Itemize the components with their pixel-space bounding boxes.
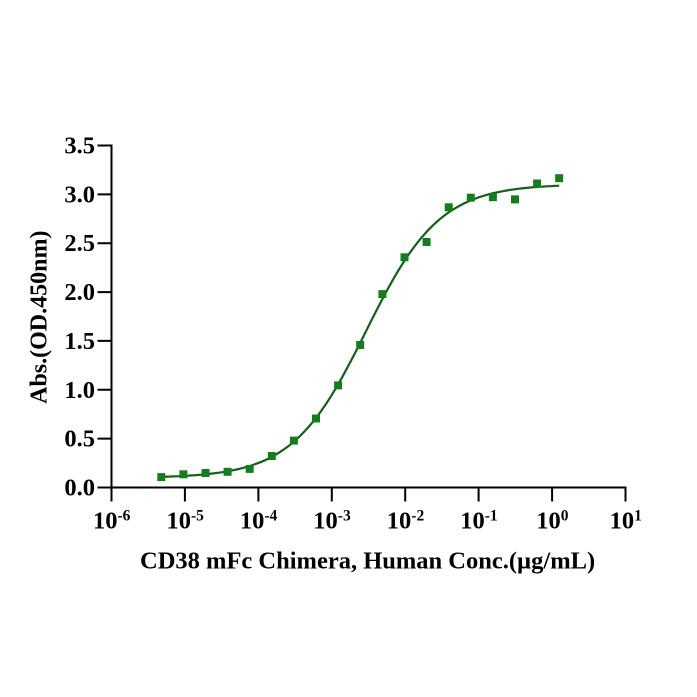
svg-text:10-6: 10-6: [93, 508, 131, 535]
svg-text:2.0: 2.0: [64, 279, 95, 306]
svg-text:3.0: 3.0: [64, 181, 95, 208]
svg-text:0.0: 0.0: [64, 475, 95, 502]
svg-text:101: 101: [610, 508, 642, 535]
svg-text:100: 100: [536, 508, 569, 535]
svg-text:10-5: 10-5: [167, 508, 205, 535]
svg-text:1.5: 1.5: [64, 328, 95, 355]
svg-text:CD38 mFc Chimera, Human Conc.(: CD38 mFc Chimera, Human Conc.(µg/mL): [140, 548, 595, 575]
svg-text:10-3: 10-3: [313, 508, 351, 535]
svg-text:0.5: 0.5: [64, 426, 95, 453]
svg-text:Abs.(OD.450nm): Abs.(OD.450nm): [27, 231, 53, 404]
svg-text:10-2: 10-2: [387, 508, 425, 535]
svg-text:10-4: 10-4: [240, 508, 278, 535]
svg-text:10-1: 10-1: [460, 508, 497, 535]
svg-text:2.5: 2.5: [64, 230, 95, 257]
svg-text:3.5: 3.5: [64, 133, 95, 160]
svg-text:1.0: 1.0: [64, 377, 95, 404]
